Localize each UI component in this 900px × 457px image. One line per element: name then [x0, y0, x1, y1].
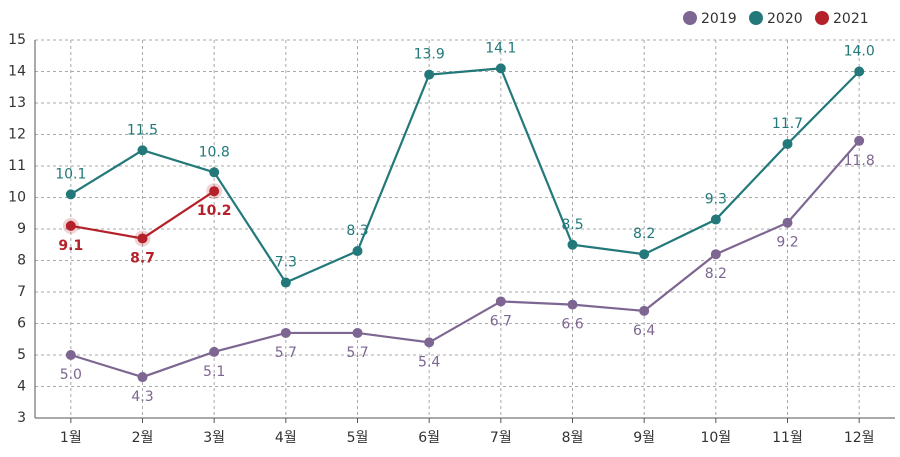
data-label: 7.3	[275, 255, 297, 271]
data-label: 5.7	[346, 345, 368, 361]
y-tick-label: 13	[8, 95, 26, 111]
point	[137, 233, 148, 244]
data-label: 11.8	[844, 153, 875, 169]
point	[65, 350, 76, 360]
x-tick-label: 2월	[132, 430, 154, 446]
point	[854, 135, 865, 146]
point	[280, 277, 291, 288]
data-label: 6.4	[633, 323, 655, 339]
point	[710, 249, 721, 260]
data-label: 11.5	[127, 122, 158, 138]
point	[782, 138, 793, 149]
data-label: 9.2	[776, 235, 798, 251]
x-tick-label: 9월	[633, 430, 655, 446]
point	[495, 296, 506, 307]
legend-label: 2019	[701, 11, 737, 27]
x-tick-label: 1월	[60, 430, 82, 446]
point	[424, 337, 435, 348]
y-tick-label: 6	[17, 316, 26, 332]
point	[209, 167, 220, 178]
legend-label: 2021	[833, 11, 869, 27]
point	[209, 346, 220, 357]
series-line	[70, 67, 860, 284]
data-label: 5.4	[418, 354, 440, 370]
data-label: 8.2	[633, 226, 655, 242]
point	[209, 186, 220, 197]
data-label: 9.1	[58, 238, 83, 254]
point	[854, 66, 865, 77]
data-label: 6.6	[561, 317, 583, 333]
data-label: 10.1	[55, 166, 86, 182]
y-tick-label: 4	[17, 379, 26, 395]
point	[352, 327, 363, 338]
point	[280, 327, 291, 338]
x-tick-label: 11월	[772, 430, 803, 446]
x-tick-label: 5월	[347, 430, 369, 446]
data-label: 10.2	[197, 203, 232, 219]
point	[495, 63, 506, 74]
y-tick-label: 11	[8, 158, 26, 174]
data-label: 14.0	[844, 44, 875, 60]
data-label: 9.3	[705, 192, 727, 208]
x-tick-label: 8월	[562, 430, 584, 446]
x-tick-label: 6월	[418, 430, 440, 446]
data-label: 5.7	[275, 345, 297, 361]
y-tick-label: 12	[8, 127, 26, 143]
point	[639, 249, 650, 260]
y-tick-label: 8	[17, 253, 26, 269]
x-tick-label: 10월	[700, 430, 731, 446]
y-tick-label: 9	[17, 221, 26, 237]
legend-label: 2020	[767, 11, 803, 27]
y-tick-label: 7	[17, 284, 26, 300]
point	[567, 299, 578, 310]
data-label: 4.3	[131, 389, 153, 405]
y-tick-label: 14	[8, 64, 26, 80]
data-label: 8.2	[705, 266, 727, 282]
point	[782, 217, 793, 228]
data-label: 8.3	[346, 223, 368, 239]
x-tick-label: 4월	[275, 430, 297, 446]
x-tick-label: 3월	[203, 430, 225, 446]
point	[137, 145, 148, 156]
point	[65, 220, 76, 231]
y-tick-label: 15	[8, 32, 26, 48]
data-label: 13.9	[414, 47, 445, 63]
data-label: 8.7	[130, 250, 155, 266]
data-label: 10.8	[199, 144, 230, 160]
data-label: 5.0	[60, 367, 82, 383]
point	[137, 372, 148, 383]
legend-swatch	[749, 11, 763, 25]
data-label: 5.1	[203, 364, 225, 380]
data-label: 14.1	[485, 40, 516, 56]
point	[424, 69, 435, 80]
series-line	[70, 140, 860, 379]
y-tick-label: 5	[17, 347, 26, 363]
x-tick-label: 12월	[844, 430, 875, 446]
point	[639, 305, 650, 316]
data-label: 6.7	[490, 313, 512, 329]
y-tick-label: 3	[17, 410, 26, 426]
data-label: 11.7	[772, 116, 803, 132]
point	[65, 189, 76, 200]
legend-swatch	[683, 11, 697, 25]
point	[710, 214, 721, 225]
point	[352, 246, 363, 257]
data-label: 8.5	[561, 217, 583, 233]
legend-swatch	[815, 11, 829, 25]
y-tick-label: 10	[8, 190, 26, 206]
x-tick-label: 7월	[490, 430, 512, 446]
point	[567, 239, 578, 250]
